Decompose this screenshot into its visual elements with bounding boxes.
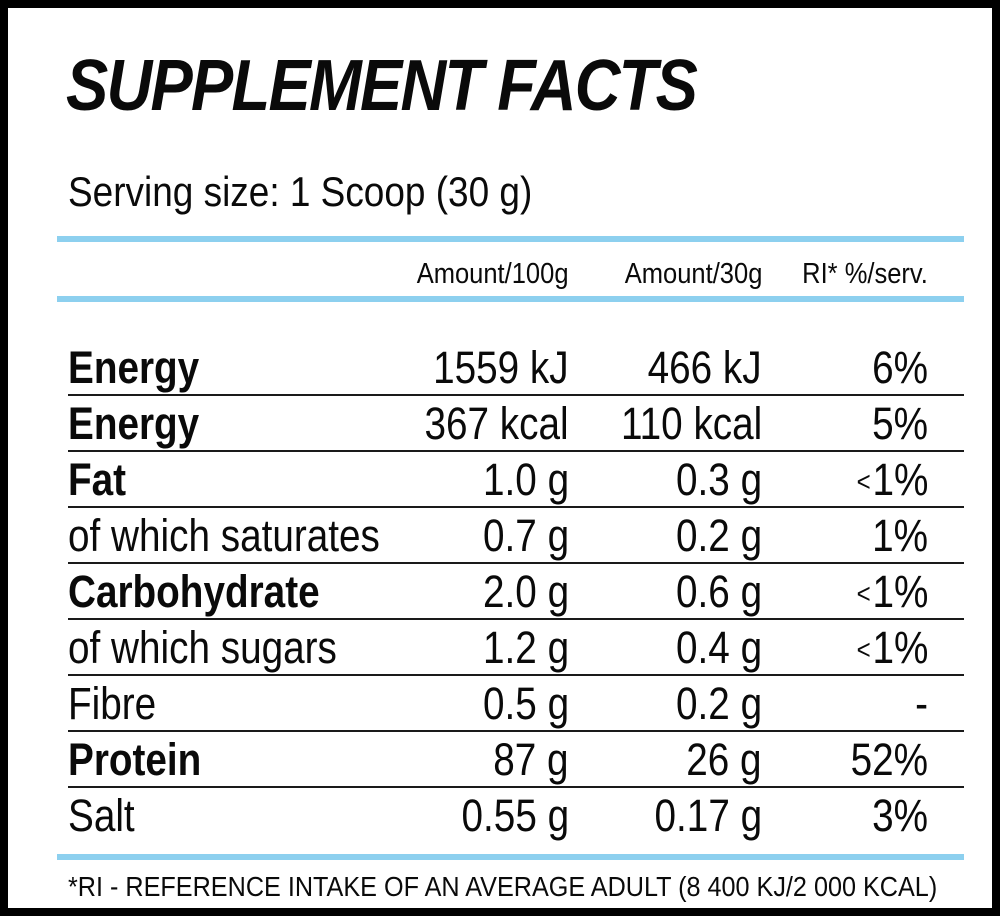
column-header-per100: Amount/100g (417, 258, 569, 290)
amount-perserving-cell: 0.4 g (675, 622, 762, 673)
amount-per100-cell: 367 kcal (424, 398, 569, 449)
nutrient-label: Protein (68, 734, 202, 785)
amount-per100-cell: 0.7 g (482, 510, 569, 561)
row-divider (68, 730, 964, 732)
amount-per100-cell: 87 g (493, 734, 569, 785)
amount-perserving-cell: 110 kcal (620, 398, 762, 449)
row-divider (68, 618, 964, 620)
amount-perserving-cell: 0.3 g (675, 454, 762, 505)
header-bottom-rule (57, 296, 964, 302)
amount-perserving-cell: 0.2 g (675, 510, 762, 561)
amount-per100-cell: 1.2 g (482, 622, 569, 673)
amount-per100-cell: 1559 kJ (433, 342, 569, 393)
column-header-perserving: Amount/30g (624, 258, 762, 290)
amount-perserving-cell: 26 g (686, 734, 762, 785)
amount-per100-cell: 0.55 g (461, 790, 569, 841)
nutrient-label: Fibre (68, 678, 157, 729)
nutrient-label: of which saturates (68, 510, 380, 561)
nutrient-label: Salt (68, 790, 135, 841)
nutrient-label: Energy (68, 342, 200, 393)
page-title: SUPPLEMENT FACTS (66, 46, 698, 126)
row-divider (68, 674, 964, 676)
nutrient-label: of which sugars (68, 622, 337, 673)
ri-percent-cell: 5% (872, 398, 928, 449)
row-divider (68, 394, 964, 396)
footnote: *RI - REFERENCE INTAKE OF AN AVERAGE ADU… (68, 871, 938, 902)
row-divider (68, 450, 964, 452)
ri-percent-cell: 6% (872, 342, 928, 393)
row-divider (68, 562, 964, 564)
nutrient-label: Carbohydrate (68, 566, 320, 617)
amount-perserving-cell: 0.6 g (675, 566, 762, 617)
amount-perserving-cell: 466 kJ (647, 342, 762, 393)
amount-perserving-cell: 0.2 g (675, 678, 762, 729)
ri-percent-cell: <1% (856, 454, 928, 505)
amount-per100-cell: 0.5 g (482, 678, 569, 729)
nutrient-label: Energy (68, 398, 200, 449)
amount-per100-cell: 1.0 g (482, 454, 569, 505)
ri-percent-cell: 1% (872, 510, 928, 561)
ri-percent-cell: - (915, 678, 928, 729)
nutrient-label: Fat (68, 454, 127, 505)
row-divider (68, 786, 964, 788)
ri-percent-cell: 52% (850, 734, 928, 785)
ri-percent-cell: <1% (856, 566, 928, 617)
amount-per100-cell: 2.0 g (482, 566, 569, 617)
header-top-rule (57, 236, 964, 242)
column-header-ri: RI* %/serv. (802, 258, 928, 290)
ri-percent-cell: <1% (856, 622, 928, 673)
footer-rule (57, 854, 964, 860)
serving-size: Serving size: 1 Scoop (30 g) (68, 168, 533, 215)
row-divider (68, 506, 964, 508)
ri-percent-cell: 3% (872, 790, 928, 841)
amount-perserving-cell: 0.17 g (654, 790, 762, 841)
